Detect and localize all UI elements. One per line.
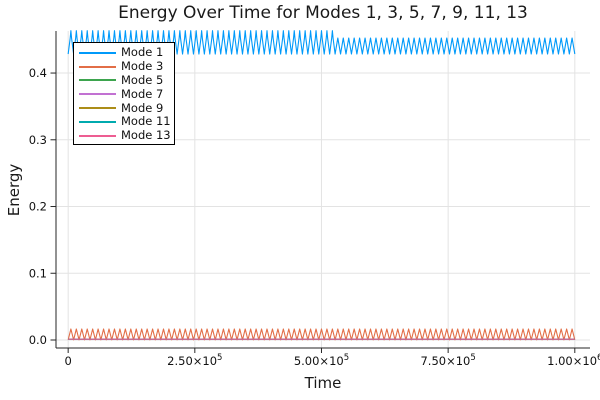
legend-line-sample	[79, 93, 116, 96]
legend-item: Mode 11	[79, 114, 171, 129]
legend-item: Mode 7	[79, 87, 170, 101]
x-tick-label: 0	[64, 354, 71, 368]
legend-label: Mode 3	[121, 59, 164, 74]
legend-line-sample	[79, 107, 116, 110]
x-tick-label: 5.00×105	[294, 353, 349, 368]
x-tick-label: 2.50×105	[167, 353, 222, 368]
legend-line-sample	[79, 134, 116, 137]
legend-label: Mode 1	[121, 45, 164, 60]
series-mode-3	[67, 328, 576, 341]
legend-label: Mode 7	[121, 86, 164, 101]
legend-item: Mode 5	[79, 72, 170, 88]
legend-item: Mode 13	[79, 128, 171, 143]
x-tick-label: 7.50×105	[420, 353, 475, 368]
y-tick-label: 0.2	[29, 200, 47, 214]
legend-item: Mode 1	[79, 46, 170, 60]
chart-title: Energy Over Time for Modes 1, 3, 5, 7, 9…	[118, 3, 528, 23]
legend-item: Mode 3	[79, 60, 170, 74]
y-tick-label: 0.1	[29, 266, 47, 280]
y-tick-label: 0.4	[29, 66, 47, 80]
legend-line-sample	[79, 65, 116, 68]
legend-line-sample	[79, 120, 116, 123]
x-axis-label: Time	[304, 374, 342, 392]
y-tick-label: 0.0	[29, 333, 47, 347]
legend-label: Mode 5	[121, 72, 164, 87]
y-tick-label: 0.3	[29, 133, 47, 147]
legend: Mode 1 Mode 3 Mode 5 Mode 7 Mode 9 Mode 11 Mod…	[73, 42, 175, 145]
legend-line-sample	[79, 51, 116, 54]
y-axis-label: Energy	[5, 163, 23, 217]
legend-label: Mode 13	[121, 128, 171, 143]
x-tick-label: 1.00×106	[547, 353, 600, 368]
legend-label: Mode 11	[121, 114, 171, 129]
legend-line-sample	[79, 79, 116, 82]
legend-item: Mode 9	[79, 101, 170, 115]
legend-label: Mode 9	[121, 100, 164, 115]
